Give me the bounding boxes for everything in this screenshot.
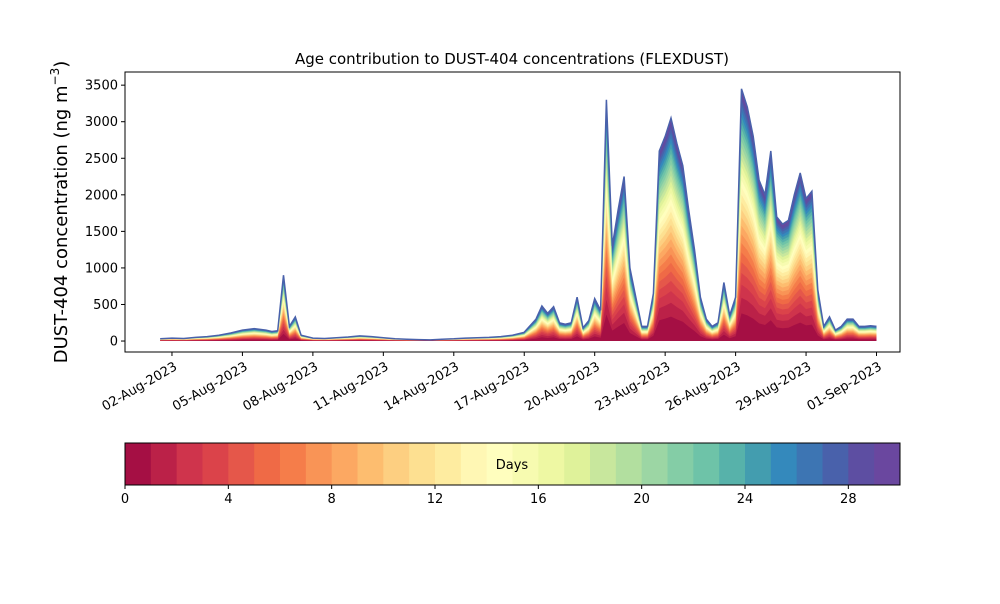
y-tick-label: 0 [110,335,118,350]
colorbar-swatch [176,443,203,485]
plot-frame [124,71,901,353]
colorbar-swatch [435,443,462,485]
x-tick-label: 02-Aug-2023 [100,359,180,414]
colorbar-swatch [848,443,875,485]
y-tick-label: 1500 [85,225,118,240]
colorbar-swatch [641,443,668,485]
colorbar-swatch [745,443,772,485]
colorbar-tick-label: 8 [328,492,336,507]
colorbar-tick-label: 16 [530,492,547,507]
age-band-5 [160,252,877,341]
y-axis-label-main: DUST-404 concentration (ng m [51,85,72,363]
y-axis-label-superscript: −3 [48,68,62,86]
x-tick-label: 01-Sep-2023 [805,359,885,414]
colorbar-swatch [538,443,565,485]
colorbar-swatch [305,443,333,485]
colorbar-swatch [486,443,513,485]
y-axis-label-close: ) [51,61,72,68]
x-tick-label: 14-Aug-2023 [381,359,461,414]
colorbar-swatch [228,443,255,485]
colorbar-swatch [254,443,281,485]
y-tick-label: 500 [93,298,118,313]
age-band-3 [160,273,877,341]
y-axis-label: DUST-404 concentration (ng m−3) [48,61,72,364]
colorbar-swatch [512,443,539,485]
x-tick-label: 26-Aug-2023 [663,359,743,414]
colorbar-swatch [125,443,152,485]
colorbar-frame [124,442,901,486]
colorbar-tick-label: 4 [224,492,232,507]
age-band-7 [160,234,877,341]
colorbar-swatch [719,443,746,485]
colorbar-swatch [590,443,617,485]
age-band-8 [160,225,877,341]
chart-title: Age contribution to DUST-404 concentrati… [295,50,729,68]
y-tick-label: 2500 [85,152,118,167]
colorbar-swatch [796,443,823,485]
colorbar-swatch [667,443,694,485]
total-concentration-line [160,88,877,341]
colorbar-swatch [615,443,643,485]
colorbar-swatch [331,443,358,485]
colorbar-swatch [770,443,798,485]
y-axis: 0 500 1000 1500 2000 2500 3000 3500 [85,79,125,350]
y-tick-label: 3500 [85,79,118,94]
y-tick-label: 1000 [85,261,118,276]
age-band-2 [160,284,877,341]
colorbar-tick-label: 12 [427,492,444,507]
colorbar-swatch [460,443,488,485]
colorbar-tick-label: 0 [121,492,129,507]
x-tick-label: 17-Aug-2023 [452,359,532,414]
colorbar-swatch [409,443,436,485]
age-band-0 [160,313,877,341]
colorbar-swatch [822,443,849,485]
colorbar-label: Days [496,458,529,473]
colorbar-tick-label: 20 [633,492,650,507]
x-tick-label: 05-Aug-2023 [170,359,250,414]
colorbar-swatch [693,443,720,485]
colorbar: 0 4 8 12 16 20 24 28 [121,442,901,507]
x-tick-label: 20-Aug-2023 [522,359,602,414]
colorbar-swatch [280,443,307,485]
stacked-age-areas [160,88,877,342]
age-band-4 [160,262,877,341]
colorbar-swatch [150,443,178,485]
colorbar-swatch [202,443,229,485]
x-axis: 02-Aug-202305-Aug-202308-Aug-202311-Aug-… [100,352,885,415]
x-tick-label: 08-Aug-2023 [241,359,321,414]
y-tick-label: 3000 [85,115,118,130]
colorbar-swatch [383,443,410,485]
colorbar-swatch [357,443,384,485]
age-band-6 [160,243,877,341]
colorbar-tick-label: 28 [840,492,857,507]
colorbar-tick-label: 24 [737,492,754,507]
y-tick-label: 2000 [85,188,118,203]
colorbar-swatch [874,443,901,485]
x-tick-label: 23-Aug-2023 [593,359,673,414]
colorbar-swatch [564,443,591,485]
x-tick-label: 29-Aug-2023 [734,359,814,414]
age-band-1 [160,297,877,341]
x-tick-label: 11-Aug-2023 [311,359,391,414]
